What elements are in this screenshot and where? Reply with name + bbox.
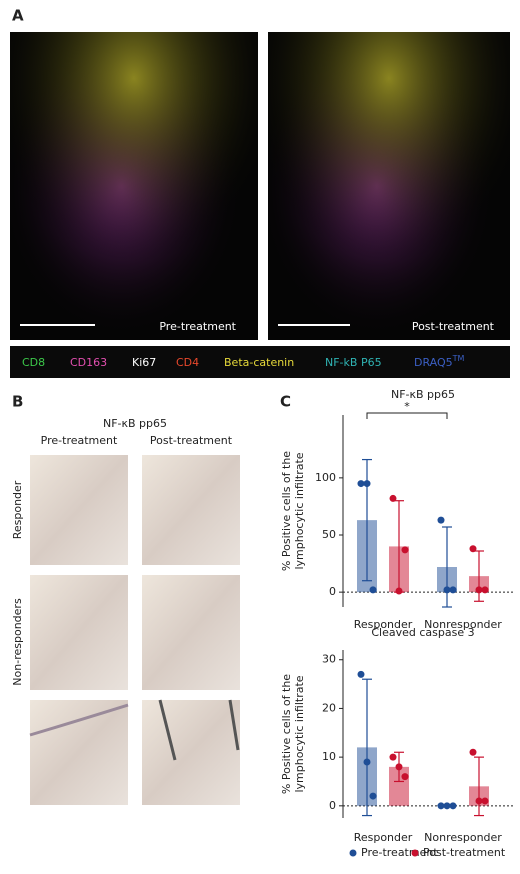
error-bar bbox=[474, 756, 484, 817]
data-point bbox=[481, 586, 489, 594]
legend-marker bbox=[349, 849, 357, 857]
panel-label: A bbox=[12, 7, 24, 25]
data-point bbox=[395, 587, 403, 595]
x-tick-label: Responder bbox=[354, 618, 413, 631]
legend-marker bbox=[411, 849, 419, 857]
y-axis-label: % Positive cells of thelymphocytic infil… bbox=[280, 451, 306, 571]
data-point bbox=[443, 802, 451, 810]
y-tick-label: 0 bbox=[329, 585, 336, 598]
y-axis-label-line: % Positive cells of the bbox=[280, 451, 293, 571]
ihc-images bbox=[29, 455, 240, 805]
y-tick-label: 10 bbox=[322, 750, 336, 763]
data-point bbox=[437, 802, 445, 810]
marker-label: NF-kB P65 bbox=[325, 356, 382, 369]
legend-label: Post-treatment bbox=[423, 846, 506, 859]
y-axis-label: % Positive cells of thelymphocytic infil… bbox=[280, 674, 306, 794]
micrograph bbox=[10, 32, 258, 340]
x-tick-label: Nonresponder bbox=[424, 831, 502, 844]
significance-bracket bbox=[366, 412, 448, 419]
data-point bbox=[443, 586, 451, 594]
marker-name: DRAQ5 bbox=[414, 356, 453, 369]
data-point bbox=[389, 753, 397, 761]
data-point bbox=[369, 792, 377, 800]
y-tick-label: 30 bbox=[322, 653, 336, 666]
panel-title: NF-κB pp65 bbox=[103, 417, 167, 430]
y-axis-label-line: lymphocytic infiltrate bbox=[293, 452, 306, 569]
error-bar bbox=[442, 526, 452, 608]
data-point bbox=[357, 480, 365, 488]
data-point bbox=[357, 670, 365, 678]
data-point bbox=[389, 494, 397, 502]
data-point bbox=[401, 773, 409, 781]
micrograph bbox=[268, 32, 510, 340]
marker-sup: TM bbox=[452, 354, 465, 363]
data-point bbox=[363, 480, 371, 488]
marker-label: DRAQ5TM bbox=[414, 354, 465, 370]
panel-label: B bbox=[12, 393, 23, 411]
y-tick-label: 50 bbox=[322, 528, 336, 541]
image-caption: Pre-treatment bbox=[159, 320, 236, 333]
chart-title: NF-κB pp65 bbox=[391, 388, 455, 401]
marker-label: CD4 bbox=[176, 356, 199, 369]
y-tick-label: 100 bbox=[315, 471, 336, 484]
column-label: Pre-treatment bbox=[41, 434, 118, 447]
x-tick-label: Nonresponder bbox=[424, 618, 502, 631]
data-point bbox=[395, 763, 403, 771]
column-label: Post-treatment bbox=[150, 434, 233, 447]
data-point bbox=[437, 516, 445, 524]
y-tick-label: 0 bbox=[329, 799, 336, 812]
legend-label: Pre-treatment bbox=[361, 846, 438, 859]
image-caption: Post-treatment bbox=[412, 320, 495, 333]
data-point bbox=[449, 586, 457, 594]
marker-name: Beta-catenin bbox=[224, 356, 294, 369]
data-point bbox=[363, 758, 371, 766]
marker-name: CD8 bbox=[22, 356, 45, 369]
y-tick-label: 20 bbox=[322, 701, 336, 714]
data-point bbox=[469, 748, 477, 756]
data-point bbox=[481, 797, 489, 805]
data-point bbox=[475, 797, 483, 805]
data-point bbox=[475, 586, 483, 594]
y-axis-label-line: % Positive cells of the bbox=[280, 674, 293, 794]
error-bar bbox=[474, 550, 484, 602]
data-point bbox=[401, 546, 409, 554]
marker-name: CD4 bbox=[176, 356, 199, 369]
data-point bbox=[369, 586, 377, 594]
y-axis-label-line: lymphocytic infiltrate bbox=[293, 675, 306, 792]
marker-label: CD8 bbox=[22, 356, 45, 369]
panel-label: C bbox=[280, 393, 291, 411]
data-point bbox=[449, 802, 457, 810]
row-label: Non-responders bbox=[11, 598, 24, 686]
marker-name: CD163 bbox=[70, 356, 107, 369]
significance-label: * bbox=[404, 400, 410, 413]
data-point bbox=[469, 545, 477, 553]
error-bar bbox=[362, 678, 372, 817]
marker-name: Ki67 bbox=[132, 356, 156, 369]
marker-label: Ki67 bbox=[132, 356, 156, 369]
marker-name: NF-kB P65 bbox=[325, 356, 382, 369]
x-tick-label: Responder bbox=[354, 831, 413, 844]
marker-label: Beta-catenin bbox=[224, 356, 294, 369]
marker-label: CD163 bbox=[70, 356, 107, 369]
row-label: Responder bbox=[11, 480, 24, 539]
marker-legend bbox=[10, 346, 510, 378]
error-bar bbox=[362, 458, 372, 582]
chart-title: Cleaved caspase 3 bbox=[371, 626, 474, 639]
